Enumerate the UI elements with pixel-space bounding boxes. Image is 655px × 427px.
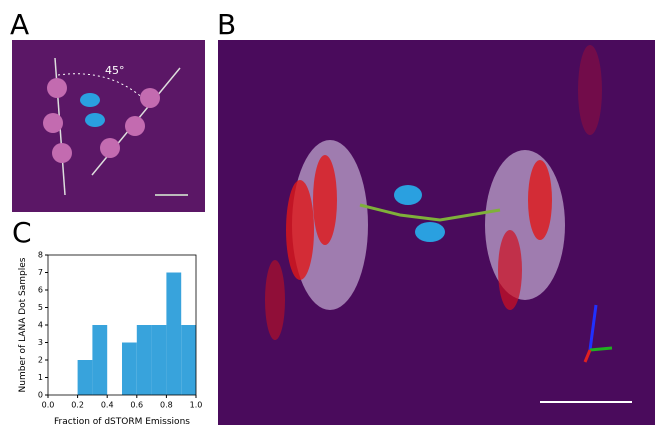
- y-axis-label: Number of LANA Dot Samples: [18, 257, 28, 392]
- y-tick-label: 7: [38, 268, 43, 277]
- panel-label: A: [10, 8, 29, 41]
- bar: [77, 360, 93, 395]
- bar: [136, 325, 152, 395]
- y-tick-label: 1: [38, 373, 43, 382]
- bar: [166, 272, 182, 395]
- x-tick-label: 0.4: [101, 401, 114, 410]
- y-tick-label: 5: [38, 303, 43, 312]
- y-tick-label: 6: [38, 286, 43, 295]
- bar: [181, 325, 196, 395]
- x-tick-label: 0.8: [160, 401, 173, 410]
- x-tick-label: 1.0: [190, 401, 203, 410]
- x-tick-label: 0.6: [130, 401, 143, 410]
- panel-a-image: 45°: [12, 40, 205, 212]
- y-tick-label: 8: [38, 251, 43, 260]
- bar: [122, 342, 137, 395]
- y-tick-label: 2: [38, 356, 43, 365]
- y-tick-label: 0: [38, 391, 43, 400]
- x-axis-label: Fraction of dSTORM Emissions: [54, 417, 190, 427]
- bar: [151, 325, 167, 395]
- panel-b-image: [218, 40, 655, 425]
- bar: [92, 325, 108, 395]
- x-tick-label: 0.0: [42, 401, 55, 410]
- x-tick-label: 0.2: [71, 401, 84, 410]
- y-tick-label: 3: [38, 338, 43, 347]
- y-tick-label: 4: [38, 321, 43, 330]
- angle-annotation: 45°: [105, 64, 125, 77]
- panel-label: C: [12, 216, 32, 249]
- panel-label: B: [217, 8, 236, 41]
